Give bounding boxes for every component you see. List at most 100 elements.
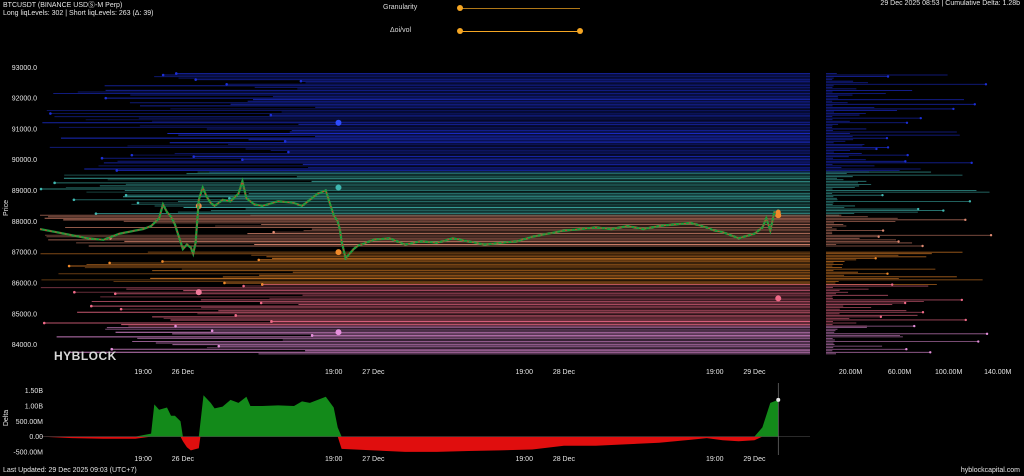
liq-volume-dot — [960, 298, 964, 302]
liq-volume-dot — [903, 301, 907, 305]
liq-volume-dot — [885, 136, 889, 140]
liq-volume-dot — [921, 311, 925, 314]
delta-time-tick-label: 26 Dec — [172, 456, 195, 463]
liq-level-dot — [136, 201, 140, 205]
liq-level-dot — [234, 314, 238, 317]
liq-level-dot — [67, 264, 71, 268]
delta-positive-area — [40, 395, 779, 437]
liq-level-dot — [223, 281, 226, 285]
liq-level-dot — [130, 153, 134, 157]
delta-tick-label: -500.00M — [13, 449, 43, 456]
liq-level-dot — [108, 261, 111, 265]
delta-tick-label: 1.00B — [25, 403, 44, 410]
liq-level-dot — [104, 96, 108, 100]
liq-volume-dot — [886, 272, 889, 275]
liq-volume-dot — [904, 160, 907, 163]
price-axis-label: Price — [3, 200, 10, 216]
liq-level-dot — [39, 187, 43, 191]
symbol-title: BTCUSDT (BINANCE USDⓈ-M Perp) — [3, 2, 123, 9]
liq-volume-dot — [989, 234, 993, 237]
liq-level-dot — [53, 181, 56, 185]
liq-volume-dot — [919, 116, 922, 120]
liq-volume-dot — [881, 193, 884, 197]
granularity-slider[interactable] — [460, 8, 580, 9]
liq-volume-tick-label: 140.00M — [984, 369, 1011, 376]
liq-volume-dot — [886, 75, 890, 78]
time-tick-label: 19:00 — [515, 369, 533, 376]
delta-negative-area — [40, 436, 779, 452]
liq-cluster-marker — [195, 289, 202, 296]
liq-volume-dot — [977, 340, 980, 343]
liq-level-dot — [310, 334, 314, 337]
date-cumulative-delta: 29 Dec 2025 08:53 | Cumulative Delta: 1.… — [880, 0, 1020, 7]
liq-volume-tick-label: 100.00M — [935, 369, 962, 376]
liq-level-dot — [42, 321, 46, 325]
price-tick-label: 90000.0 — [12, 157, 37, 164]
delta-tick-label: 500.00M — [16, 419, 43, 426]
liq-cluster-marker — [775, 295, 782, 302]
liq-level-dot — [100, 156, 104, 160]
liq-level-dot — [257, 258, 261, 262]
liq-volume-dot — [891, 283, 894, 286]
liq-volume-tick-label: 20.00M — [839, 369, 863, 376]
liq-volume-dot — [906, 153, 909, 157]
liq-level-dot — [272, 230, 275, 234]
last-updated: Last Updated: 29 Dec 2025 09:03 (UTC+7) — [3, 467, 137, 474]
price-tick-label: 89000.0 — [12, 188, 37, 195]
liq-volume-dot — [913, 324, 916, 328]
liq-level-dot — [94, 212, 98, 215]
liq-volume-dot — [964, 318, 967, 322]
liq-level-dot — [283, 139, 287, 143]
site-link[interactable]: hyblockcapital.com — [960, 467, 1020, 474]
delta-time-tick-label: 29 Dec — [743, 456, 766, 463]
liq-level-dot — [192, 155, 196, 158]
liq-volume-dot — [921, 244, 924, 248]
liq-level-dot — [299, 79, 303, 83]
panel-separator — [811, 50, 825, 365]
delta-axis-label: Delta — [3, 410, 10, 426]
liq-level-dot — [49, 112, 52, 115]
liq-volume-dot — [879, 315, 883, 319]
time-tick-label: 19:00 — [706, 369, 724, 376]
price-tick-label: 88000.0 — [12, 219, 37, 226]
price-tick-label: 87000.0 — [12, 250, 37, 257]
liq-level-dot — [90, 304, 93, 308]
time-tick-label: 19:00 — [134, 369, 152, 376]
liq-volume-dot — [875, 147, 878, 151]
liq-cluster-marker — [335, 249, 342, 256]
granularity-slider-handle[interactable] — [457, 5, 463, 11]
delta-current-marker — [776, 397, 781, 402]
liq-level-dot — [217, 344, 221, 348]
liq-volume-dot — [952, 107, 955, 111]
liq-level-dot — [269, 113, 273, 117]
liq-level-dot — [115, 169, 119, 172]
liq-volume-dot — [964, 218, 967, 222]
liq-volume-dot — [905, 121, 909, 124]
liq-volume-dot — [942, 209, 945, 212]
liq-volume-dot — [985, 332, 989, 336]
price-tick-label: 93000.0 — [12, 65, 37, 72]
liq-level-dot — [124, 193, 128, 197]
liq-level-dot — [228, 196, 231, 200]
time-tick-label: 27 Dec — [362, 369, 385, 376]
liq-level-dot — [72, 198, 76, 202]
liq-volume-dot — [968, 200, 972, 203]
delta-time-tick-label: 28 Dec — [553, 456, 576, 463]
liq-level-dot — [161, 260, 164, 263]
liq-level-dot — [194, 78, 197, 81]
liq-level-dot — [161, 73, 165, 77]
liq-cluster-marker — [335, 184, 342, 191]
oi-vol-slider-handle-max[interactable] — [577, 28, 583, 34]
delta-time-tick-label: 27 Dec — [362, 456, 385, 463]
liq-level-dot — [119, 307, 123, 311]
liq-level-dot — [174, 324, 177, 328]
liq-level-dot — [113, 292, 117, 296]
liq-volume-dot — [916, 207, 920, 211]
liq-volume-dot — [905, 348, 908, 351]
hyblock-watermark: HYBLOCK — [54, 349, 117, 363]
liq-level-dot — [270, 320, 273, 323]
granularity-label: Granularity — [383, 4, 418, 11]
oi-vol-slider[interactable] — [460, 31, 580, 32]
oi-vol-slider-handle-min[interactable] — [457, 28, 463, 34]
